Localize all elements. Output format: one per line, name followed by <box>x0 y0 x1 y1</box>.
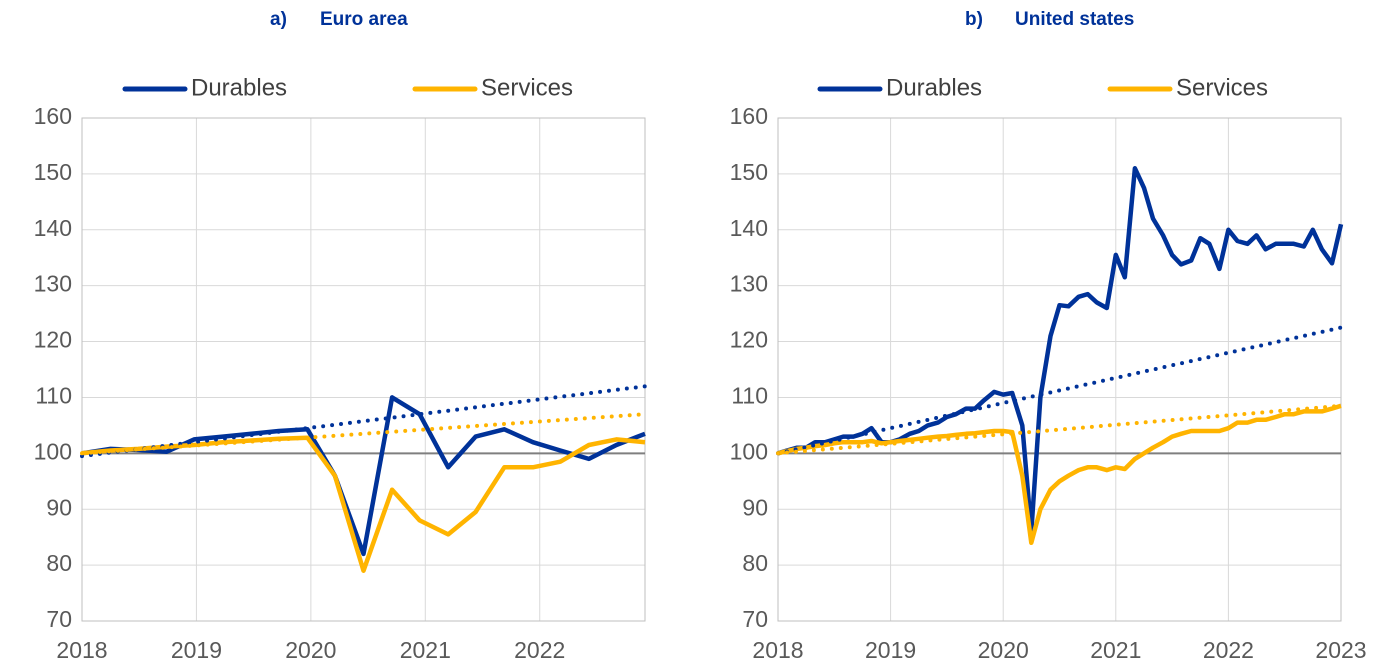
panel-title: United states <box>1015 9 1134 30</box>
plot-border <box>81 117 646 622</box>
x-tick-label: 2018 <box>752 637 803 663</box>
trend-line <box>776 325 1343 456</box>
y-tick-label: 130 <box>730 271 768 297</box>
legend-label: Services <box>481 74 573 101</box>
y-tick-label: 70 <box>46 606 72 632</box>
x-tick-label: 2019 <box>865 637 916 663</box>
y-tick-label: 80 <box>742 550 768 576</box>
y-tick-label: 80 <box>46 550 72 576</box>
y-tick-label: 110 <box>731 383 768 409</box>
x-tick-label: 2021 <box>400 637 451 663</box>
x-tick-label: 2020 <box>978 637 1029 663</box>
y-tick-label: 120 <box>730 327 768 353</box>
y-tick-label: 130 <box>34 271 72 297</box>
x-tick-label: 2018 <box>56 637 107 663</box>
y-tick-label: 90 <box>742 494 768 520</box>
x-tick-label: 2019 <box>171 637 222 663</box>
panel-label: b) <box>965 9 983 30</box>
panel-label: a) <box>270 9 287 30</box>
x-tick-label: 2021 <box>1090 637 1141 663</box>
y-tick-label: 120 <box>34 327 72 353</box>
y-tick-label: 110 <box>35 383 72 409</box>
series-line <box>81 395 646 557</box>
legend-label: Durables <box>191 74 287 101</box>
y-tick-label: 150 <box>34 159 72 185</box>
series-line <box>777 403 1342 546</box>
x-tick-label: 2020 <box>285 637 336 663</box>
y-tick-label: 160 <box>34 103 72 129</box>
legend-label: Durables <box>886 74 982 101</box>
plot-border <box>777 117 1342 622</box>
y-tick-label: 140 <box>730 215 768 241</box>
trend-line <box>776 403 1343 456</box>
legend-label: Services <box>1176 74 1268 101</box>
panel-title: Euro area <box>320 9 408 30</box>
y-tick-label: 140 <box>34 215 72 241</box>
x-tick-label: 2022 <box>514 637 565 663</box>
y-tick-label: 160 <box>730 103 768 129</box>
y-tick-label: 100 <box>34 438 72 464</box>
y-tick-label: 90 <box>46 494 72 520</box>
x-tick-label: 2022 <box>1203 637 1254 663</box>
y-tick-label: 70 <box>742 606 768 632</box>
series-line <box>777 166 1344 534</box>
x-tick-label: 2023 <box>1315 637 1366 663</box>
series-line <box>81 435 646 573</box>
y-tick-label: 150 <box>730 159 768 185</box>
y-tick-label: 100 <box>730 438 768 464</box>
